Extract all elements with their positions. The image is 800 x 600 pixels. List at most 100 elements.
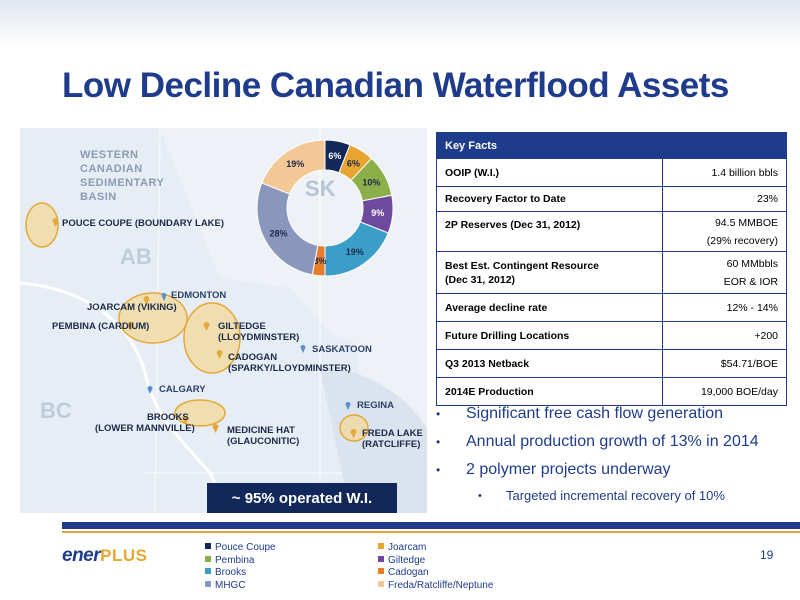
legend-swatch: [378, 543, 384, 549]
bullet-item: • 2 polymer projects underway: [436, 458, 796, 486]
fact-value: $54.71/BOE: [661, 349, 788, 378]
region-label-line: SEDIMENTARY: [80, 177, 165, 189]
legend-label: MHGC: [215, 579, 246, 591]
bullet-dot: •: [436, 463, 441, 477]
legend-swatch: [205, 543, 211, 549]
fact-label: Future Drilling Locations: [436, 321, 663, 350]
legend-item: Joarcam: [378, 542, 493, 555]
asset-giltedge: GILTEDGE (LLOYDMINSTER): [218, 321, 299, 343]
bullet-dot: •: [478, 490, 482, 502]
footer-rule: [62, 522, 800, 529]
donut-slice-freda-ratcliffe-neptune: [261, 139, 326, 195]
bullet-item: • Significant free cash flow generation: [436, 402, 796, 430]
key-facts-header: Key Facts: [436, 132, 787, 159]
fact-value: 23%: [661, 186, 788, 212]
asset-pembina: PEMBINA (CARDIUM): [52, 321, 150, 332]
asset-cadogan-name: CADOGAN: [228, 352, 278, 363]
bullet-dot: •: [436, 435, 441, 449]
asset-pin-icon: [143, 296, 150, 305]
legend-label: Pouce Coupe: [215, 542, 276, 553]
sub-bullet-item: • Targeted incremental recovery of 10%: [436, 486, 796, 506]
key-facts-table: Key Facts OOIP (W.I.) 1.4 billion bbls R…: [436, 132, 788, 406]
fact-label-line: Best Est. Contingent Resource: [445, 259, 600, 272]
fact-value-line: EOR & IOR: [723, 275, 778, 288]
asset-medicine-hat-formation: (GLAUCONITIC): [227, 436, 300, 447]
table-row: Q3 2013 Netback $54.71/BOE: [436, 349, 788, 378]
fact-value-line: 94.5 MMBOE: [714, 216, 778, 229]
city-regina: REGINA: [357, 400, 394, 411]
fact-value: 1.4 billion bbls: [661, 158, 788, 187]
asset-pin-icon: [216, 350, 223, 359]
fact-label: Recovery Factor to Date: [436, 186, 663, 212]
fact-value-line: (29% recovery): [706, 234, 778, 247]
region-label-line: CANADIAN: [80, 163, 143, 175]
asset-pin-icon: [52, 218, 59, 227]
enerplus-logo: enerPLUS: [62, 545, 147, 567]
fact-label: Best Est. Contingent Resource (Dec 31, 2…: [436, 251, 663, 294]
operated-wi-badge: ~ 95% operated W.I.: [207, 483, 397, 513]
logo-ener: ener: [62, 545, 101, 566]
fact-label: Q3 2013 Netback: [436, 349, 663, 378]
donut-label: 28%: [270, 229, 288, 239]
logo-plus: PLUS: [100, 546, 148, 565]
fact-value: +200: [661, 321, 788, 350]
legend-item: Pouce Coupe: [205, 542, 276, 555]
sub-bullet-text: Targeted incremental recovery of 10%: [506, 488, 725, 503]
asset-cadogan: CADOGAN (SPARKY/LLOYDMINSTER): [228, 352, 351, 374]
table-row: OOIP (W.I.) 1.4 billion bbls: [436, 158, 788, 187]
asset-giltedge-name: GILTEDGE: [218, 321, 266, 332]
page-number: 19: [760, 548, 774, 562]
donut-label: 19%: [346, 247, 364, 257]
bullet-text: Significant free cash flow generation: [466, 405, 724, 422]
region-label-line: WESTERN: [80, 149, 139, 161]
fact-value: 12% - 14%: [661, 293, 788, 322]
fact-label: OOIP (W.I.): [436, 158, 663, 187]
legend-column-right: Joarcam Giltedge Cadogan Freda/Ratcliffe…: [378, 542, 493, 592]
legend-label: Freda/Ratcliffe/Neptune: [388, 579, 494, 591]
legend-swatch: [378, 568, 384, 574]
city-edmonton: EDMONTON: [171, 290, 227, 301]
asset-brooks-formation: (LOWER MANNVILLE): [95, 423, 195, 434]
fact-value-line: 60 MMbbls: [726, 257, 778, 270]
donut-label: 9%: [371, 208, 384, 218]
table-row: Average decline rate 12% - 14%: [436, 293, 788, 322]
legend-label: Brooks: [215, 567, 247, 578]
legend-item: Pembina: [205, 555, 276, 568]
province-ab: AB: [120, 244, 152, 269]
asset-pin-icon: [127, 322, 134, 331]
city-pin-icon: [147, 386, 153, 394]
legend-label: Cadogan: [388, 567, 429, 578]
legend-label: Joarcam: [388, 542, 427, 553]
fact-label: 2014E Production: [436, 377, 663, 406]
donut-label: 6%: [328, 151, 341, 161]
asset-cadogan-formation: (SPARKY/LLOYDMINSTER): [228, 363, 351, 374]
fact-label-line: (Dec 31, 2012): [445, 273, 516, 286]
asset-pouce-coupe: POUCE COUPE (BOUNDARY LAKE): [62, 218, 225, 229]
donut-label: 6%: [347, 158, 360, 168]
legend-item: Freda/Ratcliffe/Neptune: [378, 580, 493, 593]
table-row: Recovery Factor to Date 23%: [436, 186, 788, 212]
legend-item: MHGC: [205, 580, 276, 593]
key-facts-header-row: Key Facts: [436, 132, 787, 159]
asset-freda-lake: FREDA LAKE (RATCLIFFE): [362, 428, 423, 450]
legend-column-left: Pouce Coupe Pembina Brooks MHGC: [205, 542, 276, 592]
bullet-text: Annual production growth of 13% in 2014: [466, 433, 759, 450]
table-row: Best Est. Contingent Resource (Dec 31, 2…: [436, 251, 788, 294]
bullet-dot: •: [436, 407, 441, 421]
province-bc: BC: [40, 398, 72, 423]
donut-label: 10%: [362, 177, 380, 187]
asset-medicine-hat-name: MEDICINE HAT: [227, 425, 295, 436]
asset-medicine-hat: MEDICINE HAT (GLAUCONITIC): [227, 425, 299, 447]
table-row: Future Drilling Locations +200: [436, 321, 788, 350]
legend-swatch: [378, 555, 384, 562]
table-row: 2014E Production 19,000 BOE/day: [436, 377, 788, 406]
city-pin-icon: [161, 293, 167, 301]
legend-item: Brooks: [205, 567, 276, 580]
legend-item: Giltedge: [378, 555, 493, 568]
city-pin-icon: [300, 345, 306, 353]
legend-swatch: [378, 580, 384, 587]
bullet-text: 2 polymer projects underway: [466, 461, 671, 478]
slide-title: Low Decline Canadian Waterflood Assets: [62, 66, 729, 105]
bullet-item: • Annual production growth of 13% in 201…: [436, 430, 796, 458]
legend-swatch: [205, 555, 211, 562]
